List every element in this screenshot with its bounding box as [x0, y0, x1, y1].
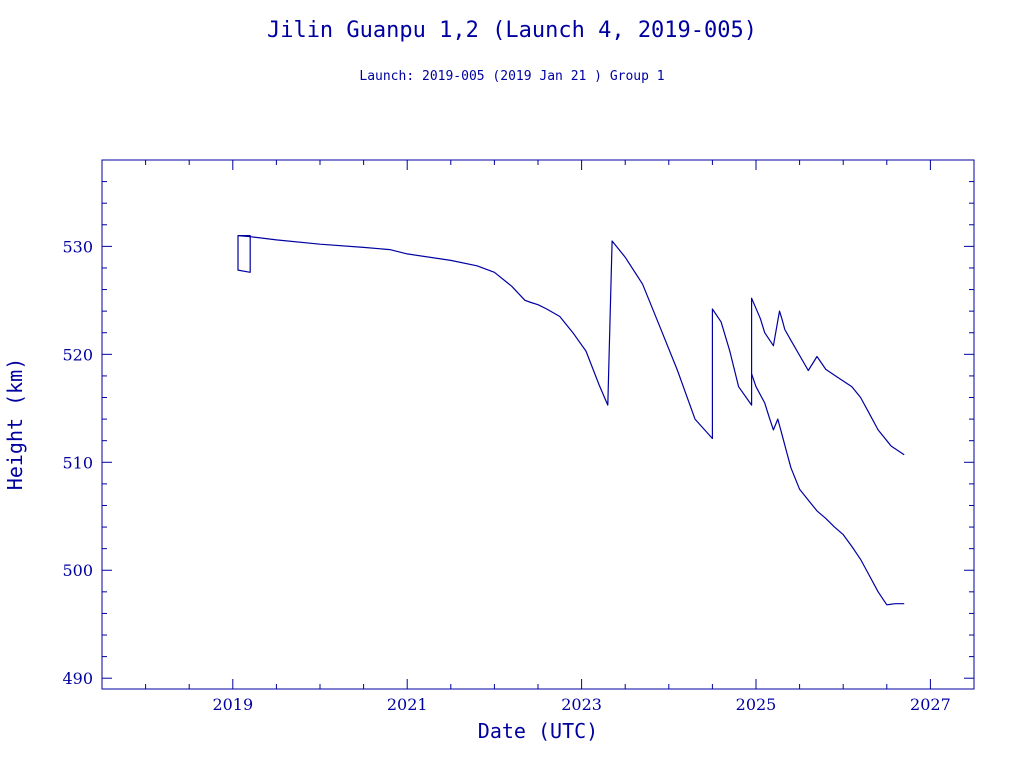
x-tick-label: 2027 [910, 695, 951, 714]
y-tick-label: 510 [62, 453, 93, 472]
x-tick-label: 2021 [387, 695, 428, 714]
y-tick-label: 520 [62, 345, 93, 364]
axis-tick-labels: 2019 2021 2023 2025 2027 490 500 510 520 530 [62, 237, 950, 714]
x-axis-label: Date (UTC) [478, 719, 598, 743]
data-series [237, 235, 905, 606]
y-axis-label: Height (km) [3, 358, 27, 490]
y-tick-label: 530 [62, 237, 93, 256]
series-line-2 [838, 377, 905, 456]
x-tick-label: 2025 [736, 695, 777, 714]
chart-subtitle: Launch: 2019-005 (2019 Jan 21 ) Group 1 [359, 69, 664, 84]
x-tick-label: 2023 [561, 695, 602, 714]
series-line-3 [751, 373, 905, 606]
axis-ticks [101, 159, 975, 689]
chart-title: Jilin Guanpu 1,2 (Launch 4, 2019-005) [267, 18, 757, 43]
x-tick-label: 2019 [212, 695, 253, 714]
y-tick-label: 490 [62, 669, 93, 688]
plot-frame [101, 159, 975, 690]
series-line-1 [237, 235, 840, 440]
y-tick-label: 500 [62, 561, 93, 580]
